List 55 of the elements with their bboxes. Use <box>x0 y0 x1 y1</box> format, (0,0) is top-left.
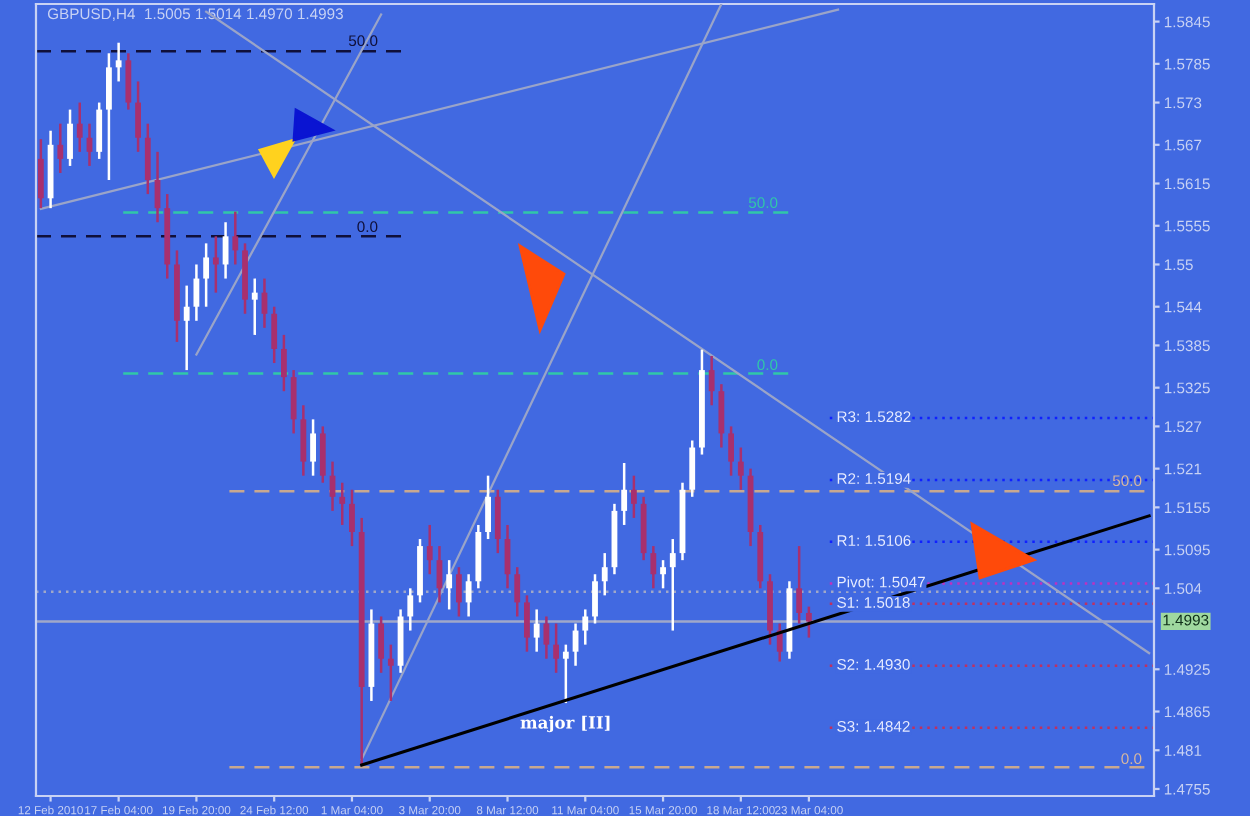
candlestick <box>203 242 210 308</box>
candlestick <box>465 572 472 618</box>
candlestick <box>212 235 219 294</box>
candlestick <box>494 488 501 555</box>
candlestick <box>455 565 462 618</box>
candlestick <box>718 382 725 449</box>
candlestick <box>300 404 307 477</box>
candlestick <box>106 52 112 182</box>
candlestick <box>689 439 696 499</box>
candlestick <box>310 418 316 477</box>
candlestick <box>796 544 803 625</box>
candlestick <box>514 565 521 618</box>
candlestick <box>387 643 394 703</box>
candlestick <box>251 277 258 337</box>
candlestick <box>650 544 657 590</box>
candlestick <box>446 558 453 611</box>
candlestick <box>57 122 64 175</box>
candlestick <box>582 608 589 646</box>
candlestick <box>349 488 355 548</box>
candlestick <box>601 551 608 597</box>
candlestick <box>543 615 550 660</box>
candlestick <box>426 523 433 576</box>
candlestick <box>290 368 297 435</box>
candlestick <box>193 263 200 323</box>
candlestick <box>407 587 414 632</box>
candlestick <box>115 41 122 83</box>
annotation: major [II] <box>520 715 610 733</box>
candlestick <box>144 122 151 196</box>
candlestick <box>524 594 530 653</box>
candlestick <box>271 305 278 365</box>
candlestick <box>660 558 666 590</box>
candlestick <box>805 605 812 639</box>
candlestick <box>562 643 569 705</box>
candlestick <box>125 52 132 111</box>
candlestick <box>378 615 385 675</box>
candlestick <box>485 474 491 541</box>
candlestick <box>728 425 735 477</box>
candlestick <box>135 80 141 154</box>
candlestick <box>553 622 560 675</box>
candlestick <box>708 354 715 407</box>
candlestick <box>67 108 73 168</box>
candlestick <box>630 474 637 520</box>
candlestick <box>737 446 744 492</box>
candlestick <box>669 537 676 632</box>
candlestick <box>96 101 103 161</box>
candlestick <box>621 461 628 527</box>
candlestick <box>592 572 598 625</box>
candlestick <box>319 425 326 484</box>
candlestick <box>183 284 190 372</box>
candlestick <box>37 137 44 210</box>
candlestick <box>533 608 540 653</box>
candlestick <box>280 333 287 393</box>
candlestick <box>232 210 239 266</box>
candlestick <box>339 481 346 527</box>
candlestick <box>76 101 83 154</box>
